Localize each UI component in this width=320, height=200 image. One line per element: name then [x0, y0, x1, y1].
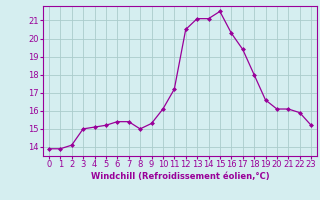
X-axis label: Windchill (Refroidissement éolien,°C): Windchill (Refroidissement éolien,°C)	[91, 172, 269, 181]
